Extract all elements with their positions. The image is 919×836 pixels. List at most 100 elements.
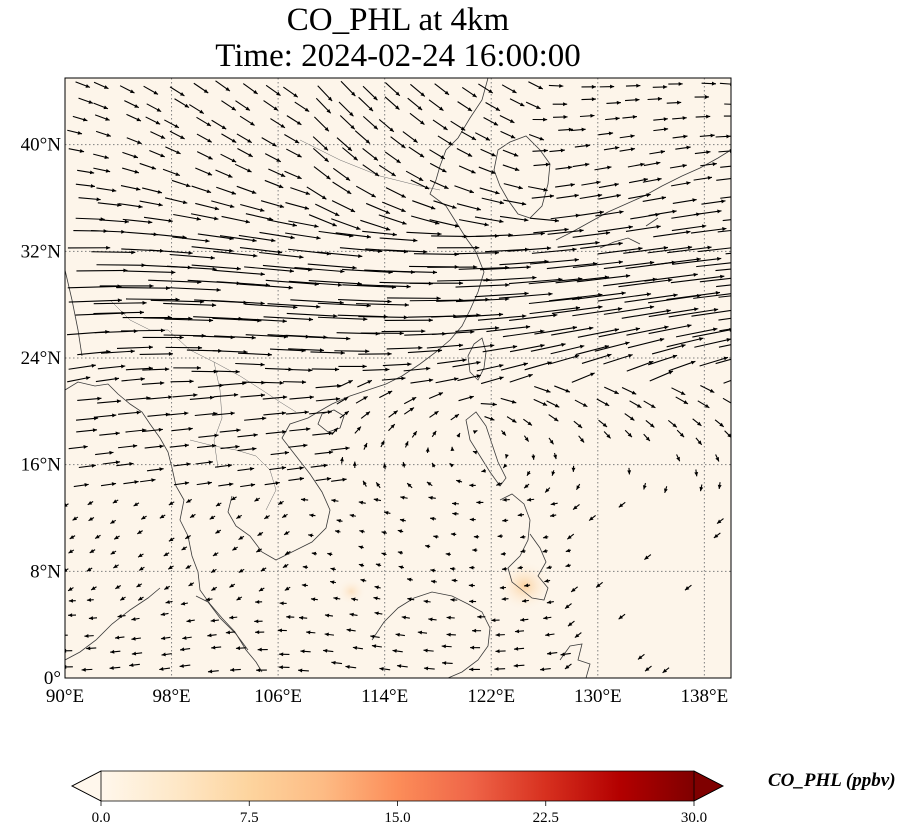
wind-vector-head — [446, 632, 451, 637]
wind-vector-head — [420, 92, 425, 97]
wind-vector-head — [138, 596, 143, 601]
wind-vector-head — [540, 667, 545, 672]
colorbar-tick-label: 7.5 — [240, 810, 259, 826]
wind-vector-head — [574, 354, 580, 359]
wind-vector-head — [182, 635, 187, 640]
wind-vector-head — [231, 106, 236, 111]
wind-vector-head — [168, 395, 173, 400]
wind-vector-head — [77, 130, 82, 135]
wind-vector — [431, 331, 475, 335]
wind-vector-head — [693, 272, 698, 277]
wind-vector-head — [748, 227, 752, 231]
wind-vector-head — [316, 304, 321, 309]
wind-vector-head — [564, 227, 569, 232]
wind-vector — [126, 298, 180, 301]
wind-vector-head — [540, 343, 545, 348]
wind-vector-head — [352, 645, 358, 650]
wind-vector — [431, 235, 468, 237]
wind-vector-head — [604, 402, 610, 406]
wind-vector-head — [488, 89, 493, 94]
wind-vector-head — [699, 486, 704, 492]
wind-vector-head — [96, 197, 101, 202]
wind-vector — [384, 249, 428, 253]
coastline-china — [307, 78, 489, 419]
wind-vector — [294, 266, 345, 273]
wind-vector — [285, 232, 321, 239]
wind-vector — [331, 218, 361, 230]
wind-vector — [317, 316, 368, 320]
wind-vector-head — [505, 283, 510, 287]
wind-vector-head — [640, 162, 645, 167]
wind-vector-head — [553, 313, 558, 318]
wind-vector-head — [668, 370, 674, 375]
wind-vector-head — [540, 329, 545, 334]
wind-vector — [285, 368, 313, 371]
wind-vector — [172, 236, 210, 242]
wind-vector-head — [472, 450, 478, 455]
wind-vector-head — [356, 226, 361, 230]
wind-vector — [671, 225, 707, 232]
wind-vector-head — [392, 232, 397, 237]
wind-vector-head — [282, 395, 288, 400]
wind-vector-head — [79, 149, 85, 153]
wind-vector-head — [68, 587, 73, 591]
wind-vector-head — [286, 615, 291, 619]
wind-vector-head — [327, 552, 332, 557]
wind-vector-head — [188, 250, 193, 255]
wind-vector-head — [185, 183, 191, 188]
wind-vector-head — [681, 344, 686, 348]
wind-vector-head — [210, 618, 215, 623]
wind-vector-head — [572, 325, 577, 330]
wind-vector-head — [527, 421, 532, 426]
wind-vector-head — [395, 632, 400, 637]
wind-vector-head — [476, 374, 481, 379]
wind-vector — [509, 314, 558, 321]
wind-vector-head — [499, 363, 504, 368]
wind-vector-head — [87, 500, 93, 505]
wind-vector-head — [259, 208, 265, 212]
wind-vector-head — [68, 613, 73, 618]
wind-vector-head — [737, 308, 741, 312]
wind-vector-head — [260, 272, 265, 277]
wind-vector-head — [440, 155, 445, 159]
wind-vector-head — [340, 457, 344, 462]
wind-vector-head — [278, 665, 283, 670]
wind-vector-head — [68, 598, 73, 603]
coastline-philippines-south — [499, 493, 549, 601]
wind-vector-head — [694, 472, 699, 477]
wind-vector-head — [712, 162, 717, 167]
wind-vector-head — [549, 439, 554, 445]
wind-vector-head — [499, 219, 504, 224]
wind-vector — [193, 316, 243, 320]
wind-vector-head — [367, 380, 372, 384]
wind-vector-head — [231, 158, 237, 163]
wind-vector — [480, 266, 531, 271]
wind-vector-head — [179, 335, 184, 340]
wind-vector-head — [625, 341, 630, 346]
wind-vector-head — [683, 134, 688, 139]
wind-vector-head — [358, 545, 364, 550]
wind-vector — [718, 317, 731, 321]
wind-vector-head — [510, 134, 516, 139]
wind-vector — [455, 284, 510, 288]
wind-vector — [76, 269, 128, 272]
wind-vector-head — [441, 168, 447, 173]
wind-vector-head — [450, 597, 455, 602]
wind-vector — [690, 227, 727, 234]
wind-vector-head — [476, 206, 481, 211]
wind-vector-head — [458, 343, 464, 348]
wind-vector-head — [704, 95, 710, 99]
wind-vector-head — [133, 502, 139, 507]
wind-vector-head — [441, 644, 446, 649]
wind-vector-head — [229, 482, 234, 487]
wind-vector-head — [156, 107, 162, 112]
wind-vector — [213, 394, 239, 398]
wind-vector-head — [249, 466, 255, 471]
wind-vector-head — [207, 171, 213, 176]
wind-vector-head — [236, 428, 241, 433]
wind-vector — [672, 257, 722, 265]
wind-vector-head — [151, 165, 157, 170]
wind-vector-head — [610, 84, 615, 89]
wind-vector-head — [159, 514, 165, 519]
wind-vector-head — [571, 587, 576, 592]
